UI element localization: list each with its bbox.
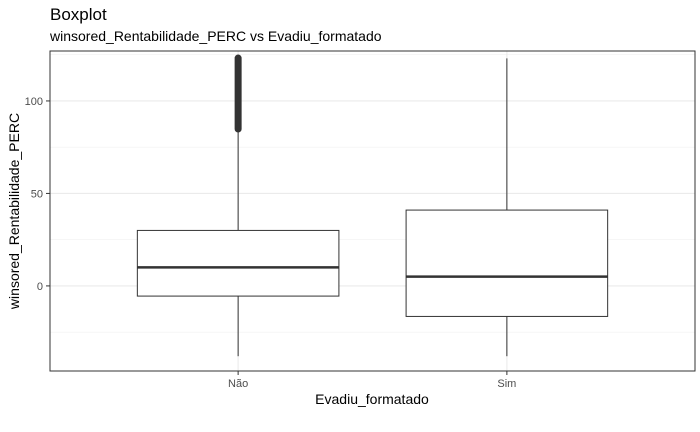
x-tick-label: Não — [228, 378, 248, 390]
y-axis-title: winsored_Rentabilidade_PERC — [6, 113, 22, 310]
plot-border — [49, 50, 696, 372]
box-iqr — [136, 229, 340, 297]
y-tick-label: 50 — [31, 188, 43, 200]
boxes — [136, 54, 609, 357]
chart-title: Boxplot — [50, 5, 107, 24]
outlier-points — [234, 54, 242, 133]
x-axis-ticks: Não Sim — [228, 371, 516, 390]
box-Sim — [405, 58, 609, 357]
y-tick-label: 0 — [37, 281, 43, 293]
chart-subtitle: winsored_Rentabilidade_PERC vs Evadiu_fo… — [49, 28, 382, 44]
box-iqr — [405, 209, 609, 317]
box-Não — [136, 54, 340, 357]
y-tick-label: 100 — [25, 96, 43, 108]
x-axis-title: Evadiu_formatado — [315, 391, 429, 407]
y-axis-ticks: 0 50 100 — [25, 96, 50, 293]
x-tick-label: Sim — [497, 378, 516, 390]
